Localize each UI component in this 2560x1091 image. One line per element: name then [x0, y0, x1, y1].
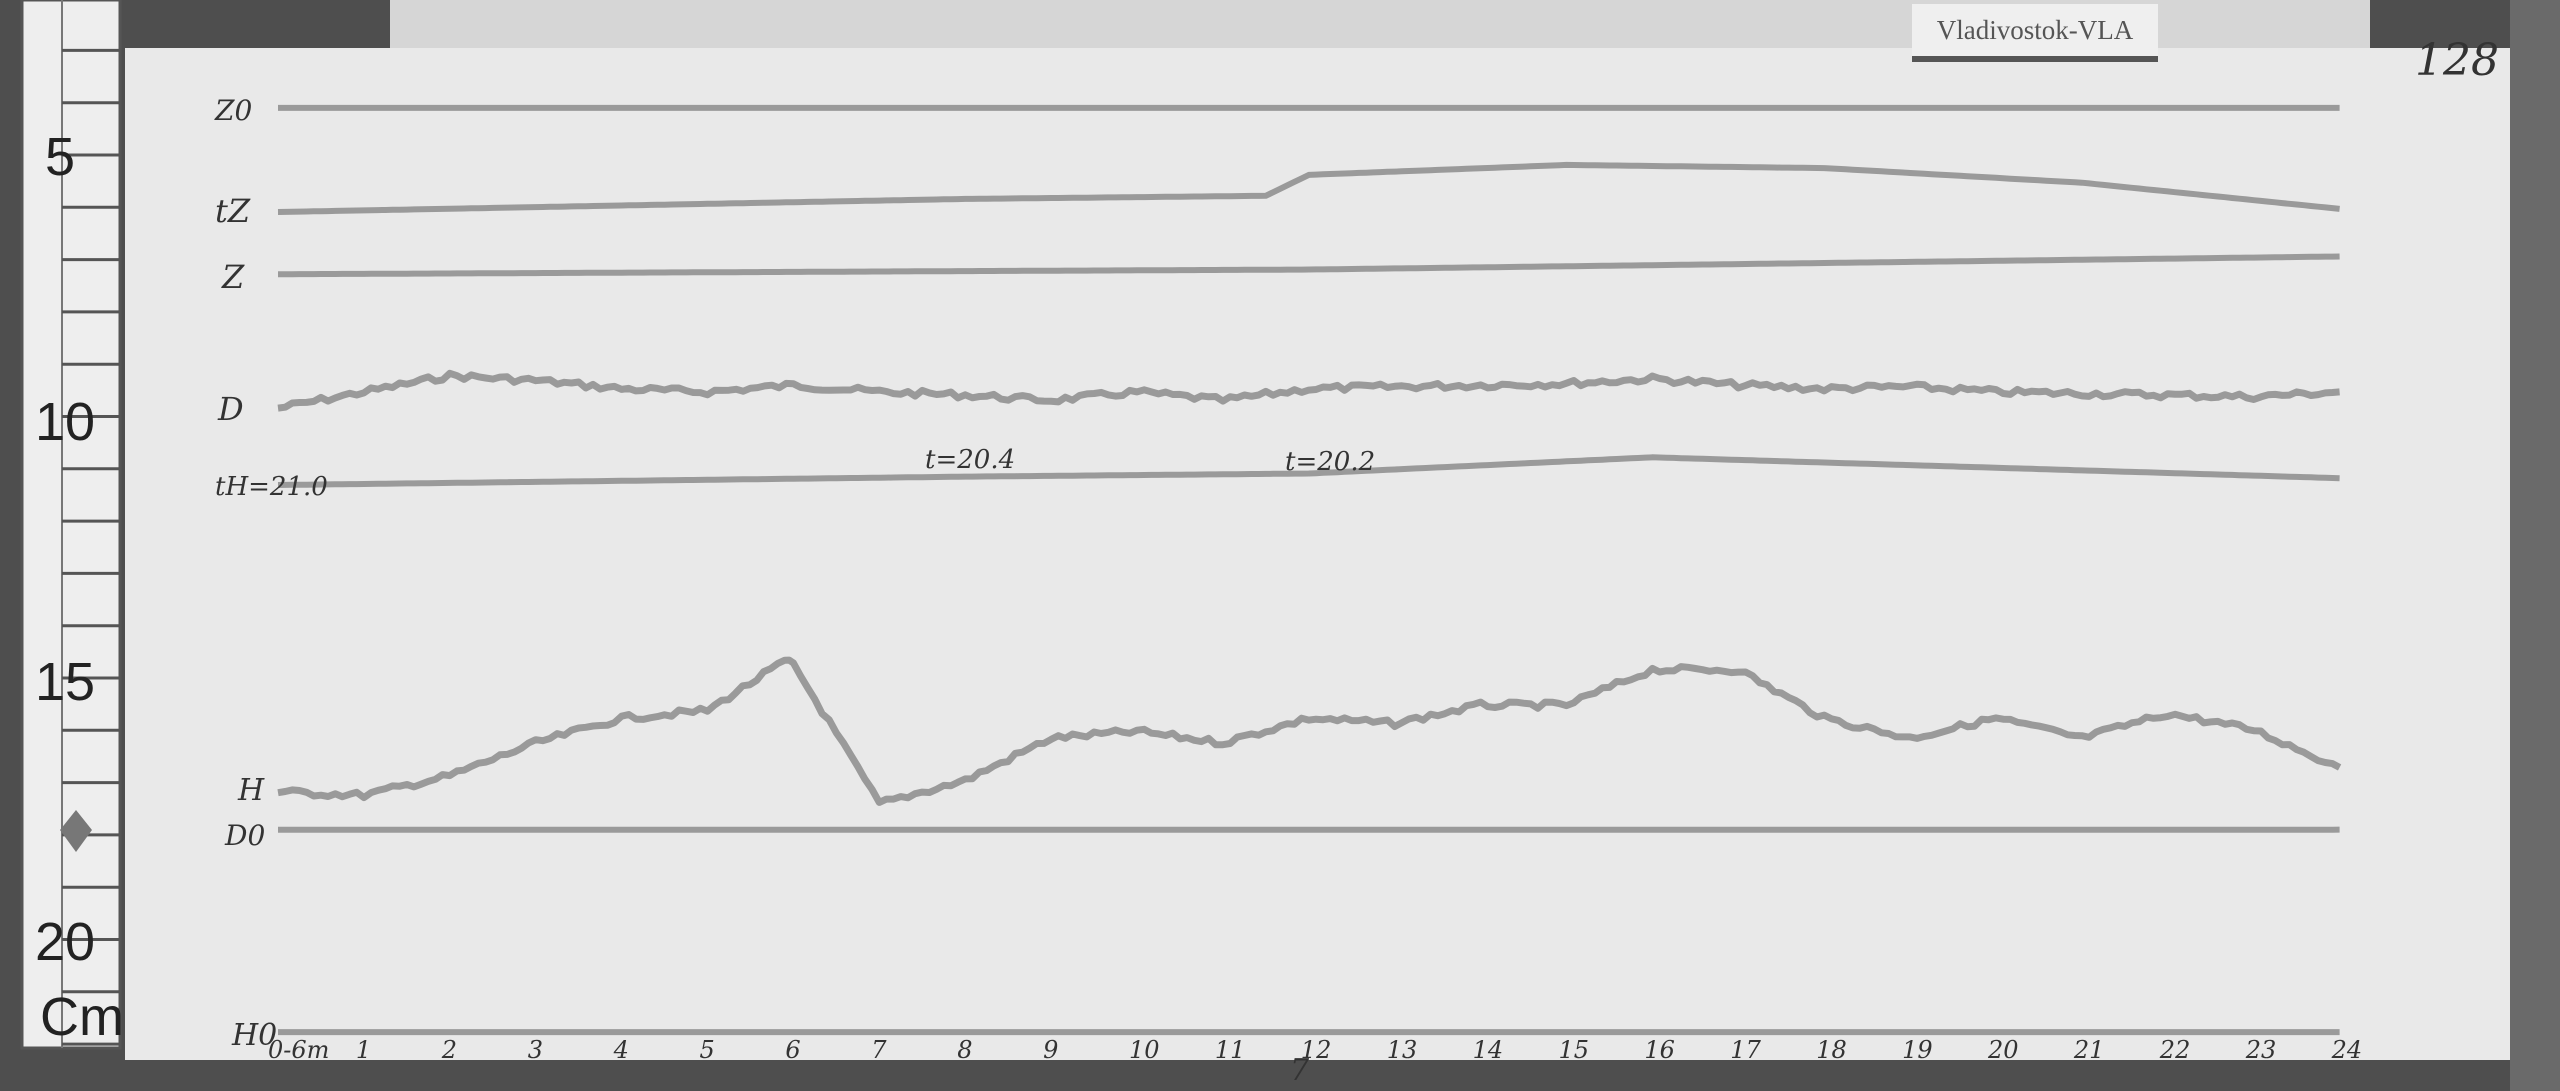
hour-tick-label: 24 [2331, 1036, 2363, 1064]
label-th: tH=21.0 [215, 472, 328, 502]
hour-tick-label: 9 [1043, 1036, 1058, 1064]
trace-d [277, 369, 2340, 412]
trace-z [278, 253, 2340, 278]
label-h0: H0 [231, 1018, 277, 1053]
hour-tick-label: 3 [528, 1036, 543, 1064]
label-h: H [237, 773, 265, 808]
label-z0: Z0 [214, 94, 252, 127]
hour-tick-label: 6 [785, 1036, 800, 1064]
hour-tick-label: 13 [1387, 1036, 1418, 1064]
hour-tick-label: 21 [2073, 1036, 2105, 1064]
trace-th [277, 454, 2340, 488]
hour-tick-label: 23 [2245, 1036, 2277, 1064]
label-tz: tZ [215, 192, 251, 230]
hour-tick-label: 15 [1559, 1036, 1590, 1064]
hour-tick-label: 0-6m [268, 1036, 329, 1064]
paper-sheet [125, 48, 2510, 1060]
hour-tick-label: 20 [1987, 1036, 2019, 1064]
hour-tick-label: 1 [356, 1036, 371, 1064]
ruler [20, 0, 122, 1050]
hour-tick-label: 8 [957, 1036, 972, 1064]
right-edge [2510, 0, 2560, 1091]
label-d: D [217, 390, 244, 428]
hour-tick-label: 11 [1215, 1036, 1246, 1064]
ruler-mark-10: 10 [35, 392, 95, 452]
annotation-t1: t=20.4 [925, 445, 1015, 475]
annotation-date-day: 7 [1290, 1053, 1310, 1088]
hour-tick-label: 17 [1730, 1036, 1761, 1064]
hour-tick-label: 14 [1473, 1036, 1504, 1064]
annotation-t2: t=20.2 [1285, 447, 1375, 477]
label-d0: D0 [224, 819, 265, 852]
ruler-mark-15: 15 [35, 652, 95, 712]
hour-tick-label: 16 [1644, 1036, 1675, 1064]
ruler-mark-20: 20 [35, 912, 95, 972]
hour-tick-label: 22 [2159, 1036, 2191, 1064]
hour-tick-label: 19 [1902, 1036, 1933, 1064]
hour-tick-label: 5 [700, 1036, 715, 1064]
label-z: Z [221, 258, 245, 296]
hour-tick-label: 2 [441, 1036, 457, 1064]
hour-tick-label: 10 [1129, 1036, 1160, 1064]
ruler-unit: Cm [40, 987, 124, 1047]
hour-tick-label: 4 [613, 1036, 629, 1064]
hour-tick-label: 12 [1301, 1036, 1332, 1064]
hour-tick-label: 7 [871, 1036, 887, 1064]
ruler-marker-icon [60, 810, 92, 852]
trace-tz [277, 161, 2340, 215]
hour-ticks: 0-6m 1 2 3 4 5 6 7 8 9 10 11 12 13 14 15 16 17 18 19 20 21 22 2… [268, 1036, 2362, 1064]
hour-tick-label: 18 [1816, 1036, 1847, 1064]
ruler-ticks [62, 48, 120, 1046]
ruler-mark-5: 5 [45, 127, 75, 187]
traces [277, 104, 2342, 1036]
sheet-number: 128 [2415, 35, 2499, 86]
trace-h [277, 656, 2342, 806]
station-label: Vladivostok-VLA [1912, 4, 2158, 62]
